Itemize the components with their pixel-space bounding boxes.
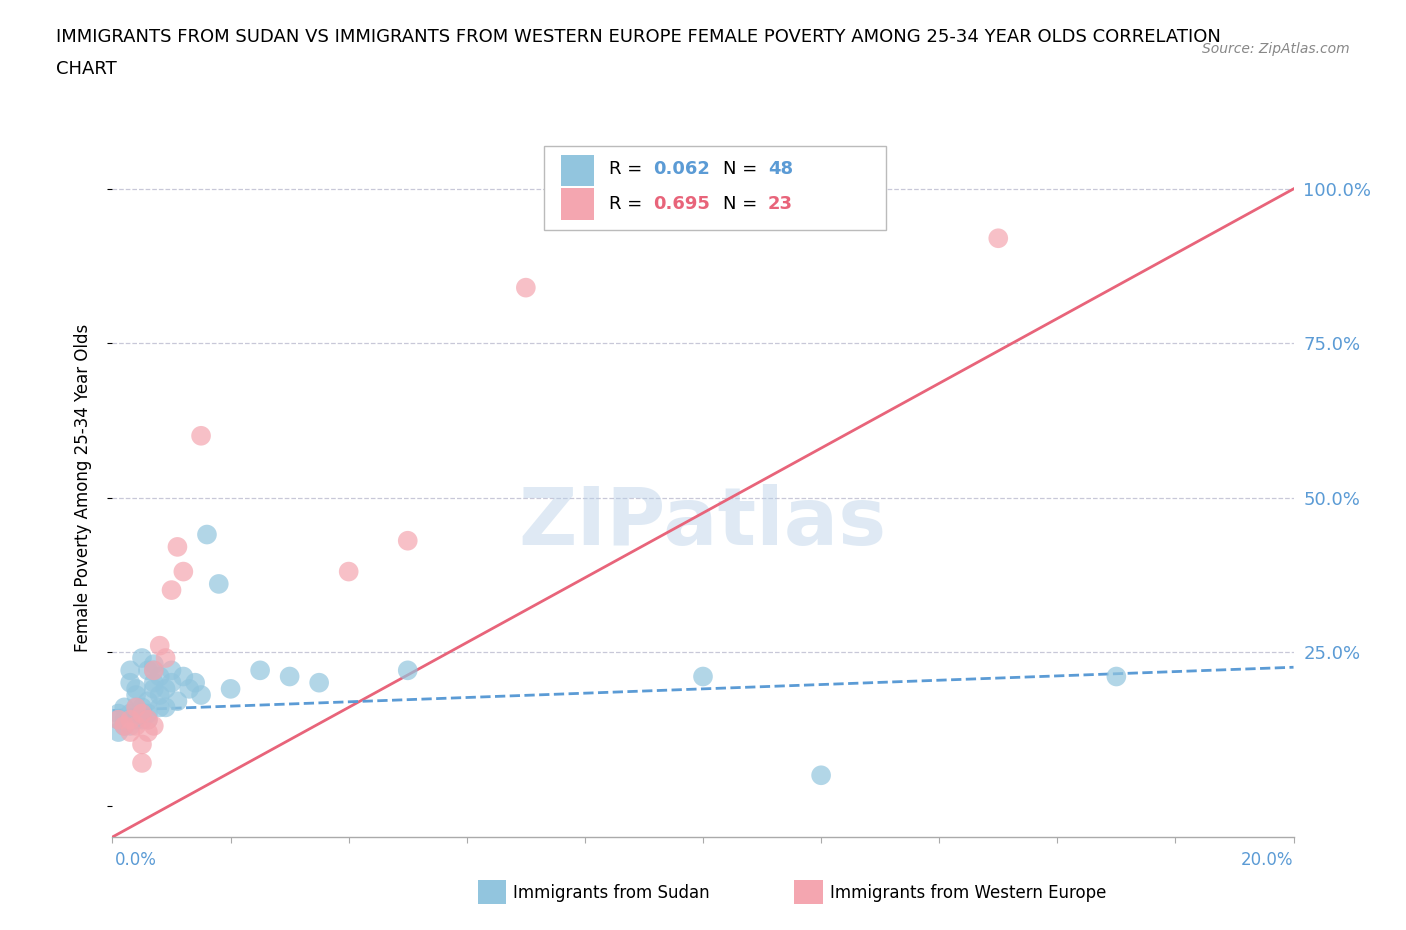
Text: R =: R =	[609, 161, 648, 179]
Point	[125, 687, 148, 702]
Point	[125, 700, 148, 715]
Text: R =: R =	[609, 194, 648, 213]
Point	[179, 682, 201, 697]
Point	[166, 539, 188, 554]
Point	[155, 682, 177, 697]
Point	[125, 682, 148, 697]
Point	[396, 533, 419, 548]
Point	[112, 700, 135, 715]
Point	[131, 737, 153, 751]
Text: N =: N =	[723, 161, 763, 179]
Point	[166, 694, 188, 709]
Point	[172, 669, 194, 684]
Point	[136, 712, 159, 727]
Point	[308, 675, 330, 690]
Text: 0.0%: 0.0%	[115, 851, 157, 870]
Text: 48: 48	[768, 161, 793, 179]
Point	[142, 657, 165, 671]
Point	[155, 700, 177, 715]
Point	[142, 663, 165, 678]
Point	[160, 675, 183, 690]
Point	[125, 719, 148, 734]
Point	[184, 675, 207, 690]
Point	[112, 719, 135, 734]
Point	[131, 700, 153, 715]
Point	[120, 706, 142, 721]
Point	[160, 583, 183, 598]
Point	[107, 712, 129, 727]
Point	[120, 724, 142, 739]
Point	[149, 638, 172, 653]
Point	[1105, 669, 1128, 684]
Point	[692, 669, 714, 684]
Point	[107, 724, 129, 739]
Point	[160, 663, 183, 678]
Point	[136, 712, 159, 727]
Point	[208, 577, 231, 591]
Point	[107, 712, 129, 727]
Point	[142, 675, 165, 690]
Point	[396, 663, 419, 678]
Point	[136, 663, 159, 678]
Text: N =: N =	[723, 194, 763, 213]
Point	[219, 682, 242, 697]
Text: Immigrants from Western Europe: Immigrants from Western Europe	[830, 884, 1107, 902]
Point	[337, 565, 360, 579]
Point	[149, 669, 172, 684]
Point	[155, 651, 177, 666]
Point	[149, 687, 172, 702]
FancyBboxPatch shape	[561, 188, 595, 219]
Point	[515, 280, 537, 295]
Point	[195, 527, 218, 542]
Point	[131, 712, 153, 727]
Text: 0.062: 0.062	[654, 161, 710, 179]
Point	[136, 706, 159, 721]
Point	[149, 700, 172, 715]
Point	[987, 231, 1010, 246]
Point	[131, 651, 153, 666]
Point	[120, 719, 142, 734]
FancyBboxPatch shape	[561, 154, 595, 186]
Y-axis label: Female Poverty Among 25-34 Year Olds: Female Poverty Among 25-34 Year Olds	[73, 325, 91, 652]
Point	[142, 719, 165, 734]
Point	[278, 669, 301, 684]
Point	[120, 712, 142, 727]
FancyBboxPatch shape	[544, 147, 886, 231]
Point	[131, 706, 153, 721]
Point	[142, 663, 165, 678]
Point	[810, 768, 832, 783]
Point	[120, 663, 142, 678]
Point	[136, 724, 159, 739]
Point	[131, 755, 153, 770]
Text: IMMIGRANTS FROM SUDAN VS IMMIGRANTS FROM WESTERN EUROPE FEMALE POVERTY AMONG 25-: IMMIGRANTS FROM SUDAN VS IMMIGRANTS FROM…	[56, 28, 1222, 46]
Point	[112, 712, 135, 727]
Point	[190, 687, 212, 702]
Point	[136, 694, 159, 709]
Point	[125, 712, 148, 727]
Point	[112, 719, 135, 734]
Point	[190, 429, 212, 444]
Text: Source: ZipAtlas.com: Source: ZipAtlas.com	[1202, 42, 1350, 56]
Point	[131, 706, 153, 721]
Point	[249, 663, 271, 678]
Point	[172, 565, 194, 579]
Text: 0.695: 0.695	[654, 194, 710, 213]
Text: Immigrants from Sudan: Immigrants from Sudan	[513, 884, 710, 902]
Point	[120, 675, 142, 690]
Point	[125, 700, 148, 715]
Text: 20.0%: 20.0%	[1241, 851, 1294, 870]
Text: ZIPatlas: ZIPatlas	[519, 485, 887, 562]
Text: 23: 23	[768, 194, 793, 213]
Text: CHART: CHART	[56, 60, 117, 78]
Point	[142, 682, 165, 697]
Point	[107, 706, 129, 721]
